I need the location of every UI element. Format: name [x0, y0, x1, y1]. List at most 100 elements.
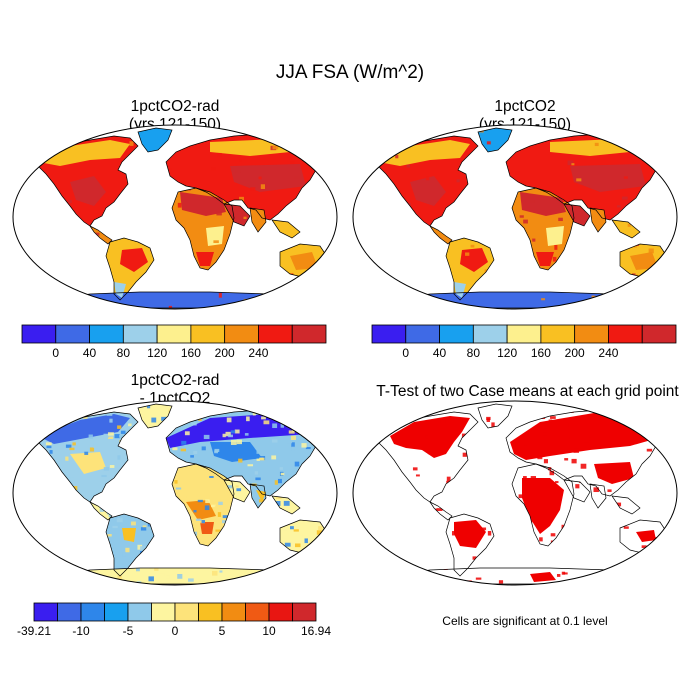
map-cell: [322, 439, 328, 442]
map-cell: [436, 508, 443, 511]
map-cell: [188, 578, 194, 582]
map-cell: [523, 219, 528, 224]
coastline: [563, 479, 591, 503]
map-cell: [623, 142, 628, 147]
map-cell: [246, 416, 250, 422]
map-cell: [255, 477, 261, 481]
figure-title: JJA FSA (W/m^2): [275, 62, 425, 83]
map-cell: [398, 148, 403, 151]
colorbar-tick-label: 120: [497, 346, 518, 360]
map-cell: [290, 539, 295, 544]
map-svg: [12, 124, 338, 310]
colorbar-tick-label: 16.94: [300, 624, 332, 638]
map-cell: [19, 306, 23, 310]
colorbar-tick-label: 40: [432, 346, 447, 360]
map-cell: [117, 455, 121, 460]
map-cell: [114, 434, 121, 439]
land-india: [590, 208, 606, 232]
map-cell: [263, 420, 270, 425]
field-region: [70, 176, 106, 206]
map-cell: [42, 411, 47, 414]
map-border: [12, 400, 338, 586]
map-cell: [27, 151, 30, 153]
map-difference: [10, 398, 340, 588]
map-cell: [80, 412, 85, 416]
land-antarctica: [380, 292, 660, 308]
field-region: [196, 252, 214, 266]
map-cell: [288, 430, 295, 434]
map-cell: [55, 417, 62, 422]
map-cell: [319, 412, 325, 415]
map-cell: [543, 459, 549, 464]
colorbar-swatch: [21, 324, 57, 344]
map-cell: [542, 432, 548, 436]
map-svg: [352, 124, 678, 310]
map-cell: [652, 411, 658, 415]
map-cell: [271, 455, 277, 460]
map-cell: [563, 572, 568, 575]
map-cell: [303, 573, 308, 578]
map-cell: [364, 278, 367, 281]
map-cell: [44, 553, 49, 559]
map-1pctco2: [350, 122, 680, 312]
map-cell: [136, 567, 140, 572]
significant-region: [594, 462, 634, 484]
map-cell: [34, 552, 36, 557]
map-cell: [168, 167, 173, 170]
map-cell: [307, 442, 311, 448]
map-cell: [23, 264, 28, 268]
map-cell: [26, 158, 31, 162]
map-cell: [519, 215, 524, 218]
colorbar-swatches: [33, 602, 317, 622]
map-cell: [197, 533, 203, 539]
map-cell: [175, 487, 182, 490]
map-cell: [543, 425, 548, 429]
colorbar-tick-label: 200: [214, 346, 235, 360]
map-cell: [651, 565, 658, 568]
map-cell: [201, 520, 205, 524]
colorbar-swatch: [174, 602, 199, 622]
map-cell: [596, 422, 601, 426]
map-cell: [114, 304, 121, 308]
map-cell: [216, 211, 222, 216]
map-cell: [280, 472, 285, 476]
colorbar-tick-label: -39.21: [16, 624, 52, 638]
field-region: [520, 192, 566, 216]
field-region: [630, 252, 658, 270]
map-cell: [273, 580, 279, 584]
map-cell: [166, 575, 170, 579]
map-cell: [203, 434, 210, 440]
colorbar-tick-label: 0: [171, 624, 179, 638]
map-cell: [191, 422, 197, 426]
map-cell: [161, 416, 167, 421]
colorbar-swatch: [245, 602, 270, 622]
map-cell: [174, 480, 178, 484]
map-cell: [17, 577, 22, 581]
map-cell: [306, 427, 311, 430]
map-cell: [24, 414, 29, 418]
map-cell: [284, 542, 291, 547]
field-region: [410, 176, 446, 206]
map-cell: [278, 570, 283, 575]
colorbar-swatch: [608, 324, 643, 344]
map-cell: [214, 450, 218, 454]
field-region: [186, 500, 216, 520]
map-cell: [127, 545, 133, 550]
map-cell: [308, 162, 314, 166]
map-cell: [518, 494, 524, 499]
map-cell: [214, 448, 220, 452]
map-cell: [462, 452, 468, 457]
map-cell: [15, 293, 19, 296]
map-cell: [239, 196, 244, 202]
map-cell: [514, 171, 521, 176]
map-cell: [18, 436, 22, 440]
colorbar-tick-label: 200: [564, 346, 585, 360]
map-cell: [287, 571, 294, 576]
map-cell: [65, 456, 69, 461]
map-cell: [623, 176, 628, 179]
map-cell: [580, 463, 587, 469]
map-cell: [415, 474, 420, 477]
map-cell: [328, 529, 332, 533]
map-cell: [322, 271, 328, 275]
colorbar-swatch: [57, 602, 82, 622]
